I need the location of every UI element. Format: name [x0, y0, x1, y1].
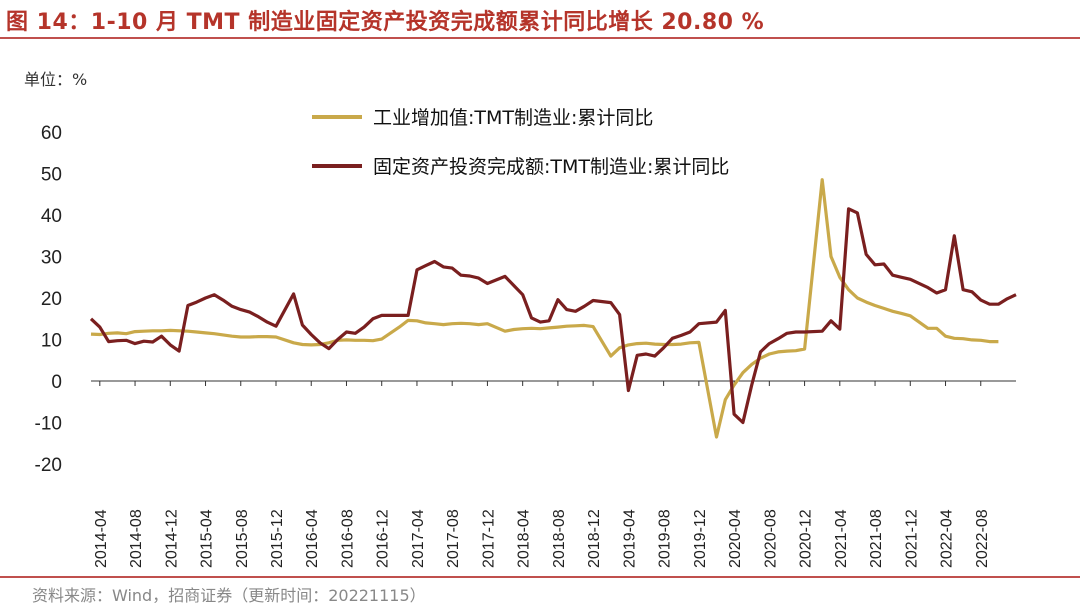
- x-tick-label: 2018-04: [516, 509, 533, 568]
- x-tick-label: 2015-12: [269, 509, 286, 568]
- x-axis-ticks: 2014-04 2014-08 2014-12 2015-04 2015-08 2015-…: [93, 381, 991, 568]
- y-tick-label: 50: [41, 165, 62, 186]
- y-tick-label: 20: [41, 289, 62, 310]
- y-tick-label: 40: [41, 206, 62, 227]
- x-tick-label: 2017-12: [480, 509, 497, 568]
- x-tick-label: 2020-12: [798, 509, 815, 568]
- legend-label: 固定资产投资完成额:TMT制造业:累计同比: [373, 156, 729, 178]
- x-tick-label: 2019-12: [692, 509, 709, 568]
- series-line-1: [90, 178, 999, 439]
- x-tick-label: 2021-12: [903, 509, 920, 568]
- x-tick-label: 2022-04: [939, 509, 956, 568]
- y-tick-label: 10: [41, 331, 62, 352]
- y-tick-label: 60: [41, 123, 62, 144]
- x-tick-label: 2018-08: [551, 509, 568, 568]
- x-tick-label: 2021-04: [833, 509, 850, 568]
- x-tick-label: 2020-04: [727, 509, 744, 568]
- x-tick-label: 2015-08: [234, 509, 251, 568]
- source-note: 资料来源：Wind，招商证券（更新时间：20221115）: [32, 586, 426, 605]
- x-tick-label: 2014-08: [128, 509, 145, 568]
- x-tick-label: 2014-04: [93, 509, 110, 568]
- x-tick-label: 2021-08: [868, 509, 885, 568]
- x-tick-label: 2014-12: [163, 509, 180, 568]
- y-tick-label: 0: [51, 372, 62, 393]
- x-tick-label: 2016-08: [339, 509, 356, 568]
- series-lines: [89, 178, 1017, 439]
- unit-label: 单位：%: [24, 70, 88, 89]
- x-tick-label: 2017-04: [410, 509, 427, 568]
- legend-label: 工业增加值:TMT制造业:累计同比: [373, 107, 653, 129]
- y-tick-label: -10: [35, 414, 62, 435]
- x-tick-label: 2016-12: [375, 509, 392, 568]
- x-tick-label: 2018-12: [586, 509, 603, 568]
- x-tick-label: 2016-04: [304, 509, 321, 568]
- x-tick-label: 2015-04: [199, 509, 216, 568]
- title-bar: 图 14：1-10 月 TMT 制造业固定资产投资完成额累计同比增长 20.80…: [0, 0, 1080, 39]
- x-tick-label: 2017-08: [445, 509, 462, 568]
- x-tick-label: 2019-04: [621, 509, 638, 568]
- x-tick-label: 2022-08: [974, 509, 991, 568]
- y-tick-label: -20: [35, 455, 62, 476]
- chart-title: 图 14：1-10 月 TMT 制造业固定资产投资完成额累计同比增长 20.80…: [6, 10, 765, 35]
- series-line-2: [89, 207, 1017, 425]
- title-rule: [0, 37, 1080, 39]
- y-axis-ticks: 60 50 40 30 20 10 0 -10 -20: [35, 123, 62, 476]
- y-tick-label: 30: [41, 248, 62, 269]
- x-tick-label: 2020-08: [762, 509, 779, 568]
- footer-rule: [0, 576, 1080, 578]
- x-tick-label: 2019-08: [657, 509, 674, 568]
